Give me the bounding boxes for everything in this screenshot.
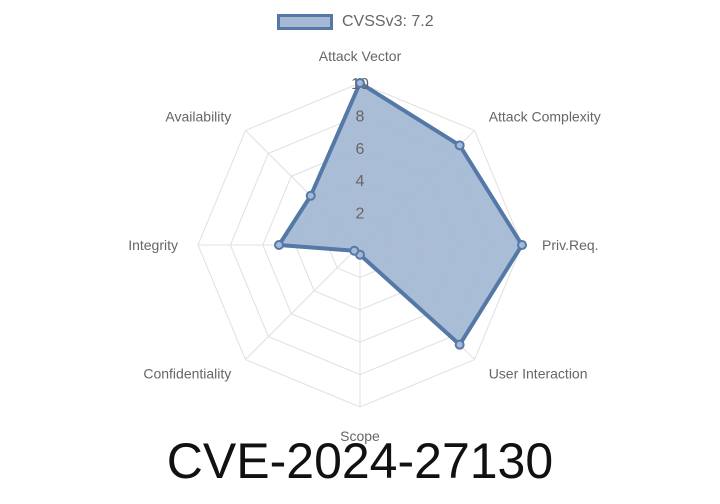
tick-label: 4 — [356, 173, 365, 190]
axis-label: Priv.Req. — [542, 237, 599, 253]
tick-label: 2 — [356, 206, 365, 223]
axis-label: User Interaction — [489, 366, 588, 382]
data-point — [349, 245, 360, 256]
axis-label: Availability — [165, 108, 231, 124]
legend-label: CVSSv3: 7.2 — [342, 13, 434, 30]
data-point — [454, 140, 465, 151]
axis-label: Integrity — [128, 237, 178, 253]
axis-label: Attack Complexity — [489, 108, 601, 124]
data-point — [517, 240, 527, 250]
data-point — [274, 240, 284, 250]
tick-label: 6 — [356, 141, 365, 158]
axis-label: Scope — [340, 428, 380, 444]
axis-spoke — [245, 244, 361, 360]
tick-label: 8 — [356, 108, 365, 125]
chart-legend: CVSSv3: 7.2 — [277, 11, 434, 33]
axis-label: Attack Vector — [319, 48, 402, 64]
cve-title: CVE-2024-27130 — [166, 433, 554, 489]
data-point — [454, 339, 465, 350]
data-point — [305, 190, 316, 201]
series-area — [277, 81, 524, 347]
axis-label: Confidentiality — [143, 366, 231, 382]
legend-swatch — [277, 14, 333, 30]
data-point — [355, 78, 365, 88]
